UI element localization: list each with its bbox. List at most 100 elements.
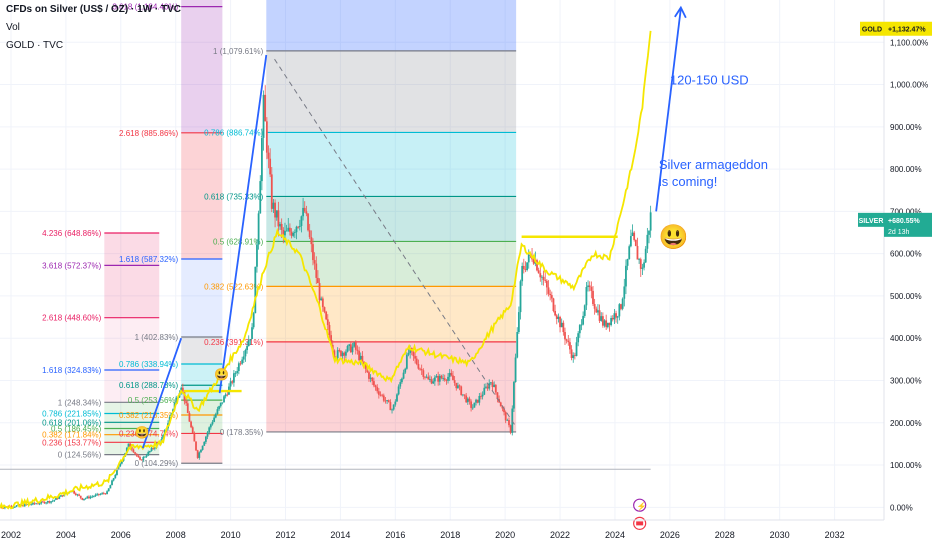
silver-candle [649,212,652,231]
silver-candle [307,213,309,231]
silver-candle [216,409,219,415]
silver-candle [15,505,18,507]
silver-candle [106,491,108,495]
silver-candle [570,349,573,359]
silver-candle [35,503,38,505]
silver-candle [88,496,90,499]
silver-candle [206,432,209,437]
gold-line-layer [0,30,652,510]
gold-overlay-legend[interactable]: GOLD · TVC [6,40,64,51]
fib-zone [266,341,517,432]
silver-candle [447,376,449,381]
silver-candle [96,493,99,495]
silver-candle [509,425,512,433]
silver-candle [521,265,524,282]
silver-candle [137,455,140,458]
silver-candle [356,349,359,351]
target-arrow [655,8,682,212]
silver-candle [433,377,436,382]
silver-candle [142,456,145,461]
silver-candle [270,174,273,209]
volume-legend[interactable]: Vol [6,22,20,33]
silver-candle [582,315,585,325]
silver-candle [185,401,188,404]
silver-candle [404,368,407,373]
silver-candle [516,332,519,358]
lightning-icon [633,498,647,512]
silver-candle [41,501,44,503]
drawings[interactable]: 120-150 USD Silver armageddon is coming! 😃 😃… [0,5,768,530]
chart-title[interactable]: CFDs on Silver (US$ / OZ) · 1W · TVC [6,4,182,15]
silver-candle [611,317,614,320]
silver-candle [615,313,617,318]
silver-candle [153,447,156,449]
silver-candle [127,443,130,448]
silver-candle [125,447,128,453]
silver-candle [588,285,591,288]
silver-candle [237,363,240,371]
silver-candle [397,386,400,395]
silver-candle [18,504,21,506]
x-tick-label: 2016 [385,530,405,540]
silver-candle [409,348,412,354]
silver-candle [292,233,295,236]
x-tick-label: 2012 [275,530,295,540]
silver-candle [289,227,291,232]
silver-candle [616,316,619,318]
trend-arrow-2011 [218,54,268,394]
fib-level-label: 0.618 (735.33%) [204,192,263,201]
silver-candle [564,332,566,340]
silver-candle [386,400,388,401]
silver-candle [491,382,494,388]
silver-candle [554,310,557,316]
silver-candle [592,290,594,305]
fib-level-label: 2.618 (885.86%) [119,129,178,138]
silver-value-label: +680.55% [888,218,920,225]
x-tick-label: 2008 [166,530,186,540]
silver-candle [583,305,586,316]
silver-candle [470,401,473,408]
silver-candle [40,501,43,504]
silver-candle [633,232,636,240]
silver-candle [595,308,598,313]
silver-candle [209,424,212,428]
silver-candle [251,327,253,340]
silver-candle [116,469,118,475]
silver-candle [226,394,229,396]
silver-candle [503,408,505,413]
silver-candle [542,276,545,280]
silver-candle [280,223,283,231]
silver-candle [384,400,387,402]
fib-level-label: 0.236 (153.77%) [42,438,101,447]
silver-candle [257,213,260,245]
silver-candle [84,498,87,499]
target-arrowhead [674,5,687,19]
armageddon-line-1: Silver armageddon [659,157,768,172]
silver-candle [269,158,272,175]
silver-candle [644,248,647,263]
silver-candle [191,427,194,434]
y-tick-label: 700.00% [890,207,922,216]
silver-candle [448,372,451,377]
silver-candle [552,298,555,311]
silver-candle [377,391,380,395]
silver-candle [396,394,398,402]
fib-level-label: 3.618 (1,184.40%) [112,3,178,12]
silver-candle [460,386,463,396]
silver-candle [242,356,245,360]
silver-candle [402,372,405,379]
fib-level-label: 0.5 (628.91%) [213,237,264,246]
x-tick-label: 2024 [605,530,625,540]
silver-candle [485,386,487,388]
silver-candle [147,451,150,456]
x-tick-label: 2018 [440,530,460,540]
fib-level-label: 0.5 (186.45%) [51,424,102,433]
silver-candle [382,395,385,401]
trend-arrow-2008 [141,337,183,449]
silver-candle [201,445,204,450]
silver-candle [585,286,588,306]
silver-candle [305,211,308,214]
silver-candle [368,372,370,379]
